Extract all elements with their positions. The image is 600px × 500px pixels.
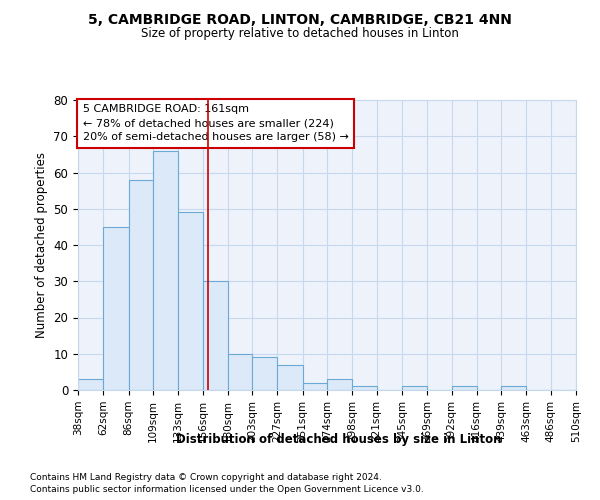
Text: Contains HM Land Registry data © Crown copyright and database right 2024.: Contains HM Land Registry data © Crown c… (30, 472, 382, 482)
Bar (501, 386, 526, 390)
Bar (252, 358, 277, 390)
Text: Contains public sector information licensed under the Open Government Licence v3: Contains public sector information licen… (30, 485, 424, 494)
Bar (452, 386, 477, 390)
Bar (153, 151, 178, 390)
Y-axis label: Number of detached properties: Number of detached properties (35, 152, 48, 338)
Bar (277, 364, 303, 390)
Bar (327, 379, 352, 390)
Bar (203, 281, 228, 390)
Bar (402, 386, 427, 390)
Text: 5 CAMBRIDGE ROAD: 161sqm
← 78% of detached houses are smaller (224)
20% of semi-: 5 CAMBRIDGE ROAD: 161sqm ← 78% of detach… (83, 104, 349, 142)
Text: Size of property relative to detached houses in Linton: Size of property relative to detached ho… (141, 28, 459, 40)
Bar (128, 180, 153, 390)
Bar (352, 386, 377, 390)
Bar (78, 379, 103, 390)
Bar (178, 212, 203, 390)
Bar (303, 383, 327, 390)
Text: 5, CAMBRIDGE ROAD, LINTON, CAMBRIDGE, CB21 4NN: 5, CAMBRIDGE ROAD, LINTON, CAMBRIDGE, CB… (88, 12, 512, 26)
Bar (228, 354, 252, 390)
Bar (103, 227, 128, 390)
Text: Distribution of detached houses by size in Linton: Distribution of detached houses by size … (176, 432, 502, 446)
